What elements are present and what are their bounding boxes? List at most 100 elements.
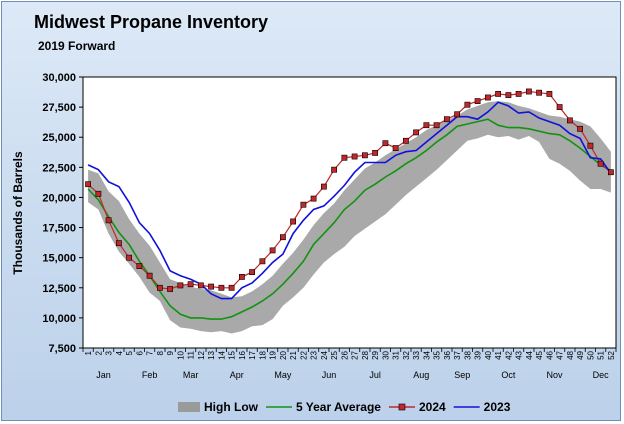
marker-2024-week-44 xyxy=(525,88,532,95)
y-tick-label: 30,000 xyxy=(42,72,76,84)
marker-2024-week-25 xyxy=(331,166,337,173)
x-month-label: Jan xyxy=(96,370,111,380)
x-month-label: Jul xyxy=(369,370,381,380)
x-week-label: 32 xyxy=(402,350,411,359)
marker-2024-week-49 xyxy=(577,125,583,132)
marker-2024-week-26 xyxy=(341,154,348,161)
marker-2024-week-2 xyxy=(95,190,102,197)
x-week-label: 46 xyxy=(545,350,554,359)
x-week-label: 31 xyxy=(392,350,401,359)
y-tick-label: 15,000 xyxy=(42,253,76,265)
x-week-label: 26 xyxy=(340,350,349,359)
legend-label-5-year-average: 5 Year Average xyxy=(296,400,381,414)
marker-2024-week-6 xyxy=(136,263,143,269)
x-week-label: 44 xyxy=(525,350,534,359)
x-month-label: Dec xyxy=(593,370,610,380)
x-week-label: 2 xyxy=(94,350,103,355)
marker-2024-week-43 xyxy=(515,91,522,97)
marker-2024-week-23 xyxy=(310,195,317,202)
series-line-2023 xyxy=(87,101,612,300)
marker-2024-week-27 xyxy=(351,153,358,160)
x-week-label: 38 xyxy=(463,350,472,359)
marker-2024-week-32 xyxy=(402,137,409,144)
x-month-label: Aug xyxy=(413,370,429,380)
marker-2024-week-30 xyxy=(382,140,389,147)
marker-2024-week-4 xyxy=(116,240,122,247)
legend-label-2024: 2024 xyxy=(419,400,446,414)
x-week-label: 10 xyxy=(176,350,185,359)
marker-2024-week-46 xyxy=(546,91,553,97)
x-week-label: 28 xyxy=(361,350,370,359)
x-week-label: 43 xyxy=(515,350,524,359)
marker-2024-week-18 xyxy=(259,258,266,265)
x-week-label: 34 xyxy=(422,350,431,359)
x-week-label: 47 xyxy=(556,350,565,359)
x-week-label: 8 xyxy=(156,350,165,355)
high-low-band xyxy=(88,101,611,334)
marker-2024-week-38 xyxy=(464,101,471,108)
marker-2024-week-7 xyxy=(146,272,153,279)
x-week-label: 7 xyxy=(146,350,155,355)
x-week-label: 19 xyxy=(269,350,278,359)
marker-2024-week-20 xyxy=(279,234,286,241)
y-tick-label: 10,000 xyxy=(42,313,76,325)
x-week-label: 1 xyxy=(84,350,93,355)
x-week-label: 52 xyxy=(607,350,616,359)
x-week-label: 20 xyxy=(279,350,288,359)
x-week-label: 51 xyxy=(597,350,606,359)
x-week-label: 5 xyxy=(125,350,134,355)
x-week-label: 12 xyxy=(197,350,206,359)
x-week-label: 39 xyxy=(474,350,483,359)
marker-2024-week-34 xyxy=(423,122,430,129)
series-markers-group xyxy=(85,88,614,292)
x-week-label: 22 xyxy=(299,350,308,359)
x-week-label: 9 xyxy=(166,350,175,355)
x-week-label: 18 xyxy=(258,350,267,359)
marker-2024-week-52 xyxy=(607,169,614,176)
x-week-label: 14 xyxy=(217,350,226,359)
y-axis-label: Thousands of Barrels xyxy=(11,151,25,275)
x-week-label: 25 xyxy=(330,350,339,359)
series-line-2024 xyxy=(87,90,612,290)
x-week-label: 35 xyxy=(433,350,442,359)
marker-2024-week-42 xyxy=(505,92,512,98)
legend-label-2023: 2023 xyxy=(484,400,511,414)
marker-2024-week-35 xyxy=(433,122,440,129)
series-line-5-year-average xyxy=(87,118,612,320)
x-week-label: 48 xyxy=(566,350,575,359)
marker-2024-week-24 xyxy=(320,183,327,190)
marker-2024-week-9 xyxy=(167,286,173,292)
marker-2024-week-36 xyxy=(443,116,450,123)
x-week-label: 30 xyxy=(381,350,390,359)
marker-2024-week-11 xyxy=(187,281,194,288)
marker-2024-week-47 xyxy=(556,104,563,110)
marker-2024-week-3 xyxy=(105,217,112,224)
x-week-label: 24 xyxy=(320,350,329,359)
x-week-label: 36 xyxy=(443,350,452,359)
x-month-label: Sep xyxy=(454,370,470,380)
y-tick-label: 12,500 xyxy=(42,283,76,295)
marker-2024-week-10 xyxy=(177,282,184,289)
x-week-label: 29 xyxy=(371,350,380,359)
legend: High Low 5 Year Average 2024 2023 xyxy=(178,400,511,414)
marker-2024-week-21 xyxy=(290,218,296,225)
x-week-label: 45 xyxy=(535,350,544,359)
marker-2024-week-29 xyxy=(372,150,378,156)
x-week-label: 6 xyxy=(135,350,144,355)
x-week-label: 42 xyxy=(504,350,513,359)
marker-2024-week-51 xyxy=(597,160,604,167)
x-month-label: Oct xyxy=(501,370,516,380)
marker-2024-week-39 xyxy=(474,98,481,104)
marker-2024-week-5 xyxy=(126,254,132,261)
x-month-label: Feb xyxy=(142,370,158,380)
marker-2024-week-37 xyxy=(454,111,460,118)
marker-2024-week-12 xyxy=(198,282,204,289)
x-week-label: 33 xyxy=(412,350,421,359)
x-week-label: 11 xyxy=(187,350,196,359)
y-tick-label: 27,500 xyxy=(42,102,76,114)
marker-2024-week-33 xyxy=(413,129,419,136)
marker-2024-week-17 xyxy=(249,269,255,275)
series-lines-group xyxy=(87,90,612,320)
